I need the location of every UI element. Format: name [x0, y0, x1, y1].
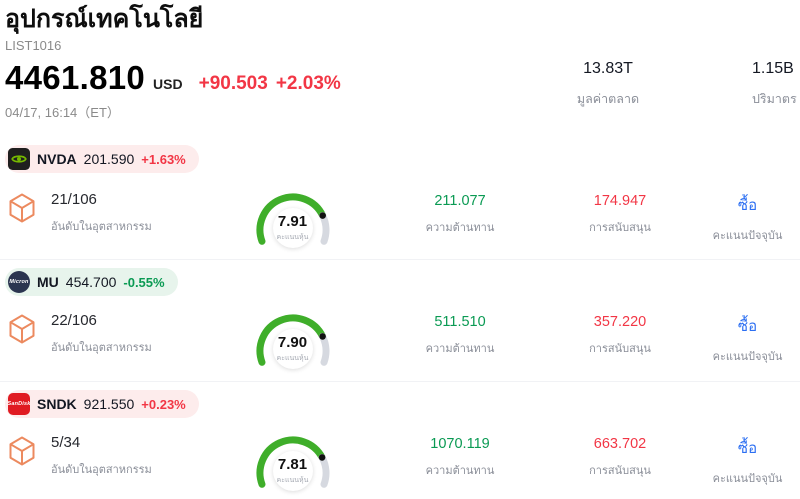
ticker-change: +1.63%: [141, 151, 186, 167]
volume-label: ปริมาตร: [752, 92, 797, 106]
nvidia-logo-icon: [8, 148, 30, 171]
ticker-change: -0.55%: [123, 274, 165, 290]
support-label: การสนับสนุน: [589, 343, 651, 356]
index-change: +90.503 +2.03%: [199, 73, 341, 95]
volume-value: 1.15B: [752, 60, 794, 77]
stock-detail: 5/34 อันดับในอุตสาหกรรม 7.81 คะแนนหุ้น 10…: [5, 430, 800, 492]
volume-stat: 1.15B ปริมาตร: [752, 60, 800, 109]
resistance-block: 511.510 ความต้านทาน: [375, 308, 545, 357]
market-cap-stat: 13.83T มูลค่าตลาด: [553, 60, 663, 109]
signal-value[interactable]: ซื้อ: [737, 197, 758, 215]
stock-score-label: คะแนนหุ้น: [276, 355, 309, 363]
stock-score-gauge: 7.90 คะแนนหุ้น: [249, 308, 337, 370]
resistance-block: 1070.119 ความต้านทาน: [375, 430, 545, 479]
industry-rank-icon: [5, 191, 39, 230]
sandisk-logo-text: SanDisk: [8, 401, 30, 408]
industry-rank: 22/106: [51, 312, 97, 330]
market-cap-label: มูลค่าตลาด: [576, 92, 640, 106]
industry-rank-text: 21/106 อันดับในอุตสาหกรรม: [51, 191, 152, 235]
stock-row-sndk: SanDisk SNDK 921.550 +0.23% 5/34: [0, 381, 800, 499]
industry-rank: 5/34: [51, 434, 81, 452]
ticker-price: 201.590: [83, 151, 135, 168]
micron-logo-icon: Micron: [8, 271, 30, 294]
support-value: 663.702: [593, 436, 647, 453]
list-id: LIST1016: [5, 38, 62, 54]
industry-rank-label: อันดับในอุตสาหกรรม: [51, 221, 152, 234]
index-price-row: 4461.810 USD +90.503 +2.03%: [5, 59, 800, 97]
index-change-abs: +90.503: [198, 73, 268, 95]
ticker-symbol: NVDA: [37, 151, 77, 168]
ticker-price: 454.700: [65, 274, 117, 291]
market-cap-value: 13.83T: [583, 60, 633, 77]
industry-rank-text: 5/34 อันดับในอุตสาหกรรม: [51, 434, 152, 478]
signal-value[interactable]: ซื้อ: [737, 318, 758, 336]
resistance-label: ความต้านทาน: [425, 465, 495, 478]
ticker-price: 921.550: [83, 396, 135, 413]
industry-rank-label: อันดับในอุตสาหกรรม: [51, 464, 152, 477]
signal-value[interactable]: ซื้อ: [737, 440, 758, 458]
resistance-label: ความต้านทาน: [425, 343, 495, 356]
support-block: 663.702 การสนับสนุน: [545, 430, 695, 479]
gauge-disc: [272, 451, 313, 492]
stock-score-value: 7.90: [277, 334, 308, 352]
stock-score-label: คะแนนหุ้น: [276, 234, 309, 242]
industry-rank-icon: [5, 312, 39, 351]
industry-rank-block: 21/106 อันดับในอุตสาหกรรม: [5, 187, 210, 235]
ticker-symbol: MU: [37, 274, 59, 291]
gauge-disc: [272, 208, 313, 249]
index-change-pct: +2.03%: [275, 73, 341, 95]
resistance-block: 211.077 ความต้านทาน: [375, 187, 545, 236]
industry-rank-label: อันดับในอุตสาหกรรม: [51, 342, 152, 355]
ticker-pill-mu[interactable]: Micron MU 454.700 -0.55%: [5, 268, 178, 297]
micron-logo-text: Micron: [9, 279, 29, 286]
resistance-value: 1070.119: [430, 436, 490, 453]
stock-detail: 21/106 อันดับในอุตสาหกรรม 7.91 คะแนนหุ้น …: [5, 187, 800, 249]
stock-score-gauge: 7.91 คะแนนหุ้น: [249, 187, 337, 249]
header: อุปกรณ์เทคโนโลยี LIST1016 4461.810 USD +…: [0, 0, 800, 121]
support-block: 174.947 การสนับสนุน: [545, 187, 695, 236]
timestamp: 04/17, 16:14（ET）: [5, 105, 120, 121]
stock-score-gauge: 7.81 คะแนนหุ้น: [249, 430, 337, 492]
currency-label: USD: [153, 76, 183, 93]
ticker-symbol: SNDK: [37, 396, 77, 413]
industry-rank-text: 22/106 อันดับในอุตสาหกรรม: [51, 312, 152, 356]
industry-rank-block: 22/106 อันดับในอุตสาหกรรม: [5, 308, 210, 356]
signal-label: คะแนนปัจจุบัน: [712, 473, 783, 486]
support-value: 174.947: [593, 193, 647, 210]
support-label: การสนับสนุน: [589, 465, 651, 478]
gauge-disc: [272, 329, 313, 370]
ticker-change: +0.23%: [141, 396, 186, 412]
signal-block: ซื้อ คะแนนปัจจุบัน: [695, 430, 800, 487]
signal-block: ซื้อ คะแนนปัจจุบัน: [695, 308, 800, 365]
resistance-label: ความต้านทาน: [425, 222, 495, 235]
index-price: 4461.810: [5, 59, 146, 97]
stock-score-value: 7.81: [277, 456, 308, 474]
resistance-value: 211.077: [434, 193, 486, 210]
stock-row-nvda: NVDA 201.590 +1.63% 21/106 อันดับในอุตสา…: [0, 137, 800, 259]
support-block: 357.220 การสนับสนุน: [545, 308, 695, 357]
sandisk-logo-icon: SanDisk: [8, 393, 30, 416]
signal-label: คะแนนปัจจุบัน: [712, 351, 783, 364]
resistance-value: 511.510: [434, 314, 486, 331]
industry-rank: 21/106: [51, 191, 97, 209]
stock-list: NVDA 201.590 +1.63% 21/106 อันดับในอุตสา…: [0, 137, 800, 499]
page-title: อุปกรณ์เทคโนโลยี: [5, 5, 204, 33]
ticker-pill-nvda[interactable]: NVDA 201.590 +1.63%: [5, 145, 199, 174]
industry-rank-block: 5/34 อันดับในอุตสาหกรรม: [5, 430, 210, 478]
stock-row-mu: Micron MU 454.700 -0.55% 22/106: [0, 259, 800, 381]
signal-block: ซื้อ คะแนนปัจจุบัน: [695, 187, 800, 244]
ticker-pill-sndk[interactable]: SanDisk SNDK 921.550 +0.23%: [5, 390, 199, 419]
industry-rank-icon: [5, 434, 39, 473]
signal-label: คะแนนปัจจุบัน: [712, 230, 783, 243]
stock-detail: 22/106 อันดับในอุตสาหกรรม 7.90 คะแนนหุ้น …: [5, 308, 800, 370]
stock-score-value: 7.91: [277, 213, 308, 231]
support-value: 357.220: [593, 314, 647, 331]
stock-score-label: คะแนนหุ้น: [276, 477, 309, 485]
support-label: การสนับสนุน: [589, 222, 651, 235]
